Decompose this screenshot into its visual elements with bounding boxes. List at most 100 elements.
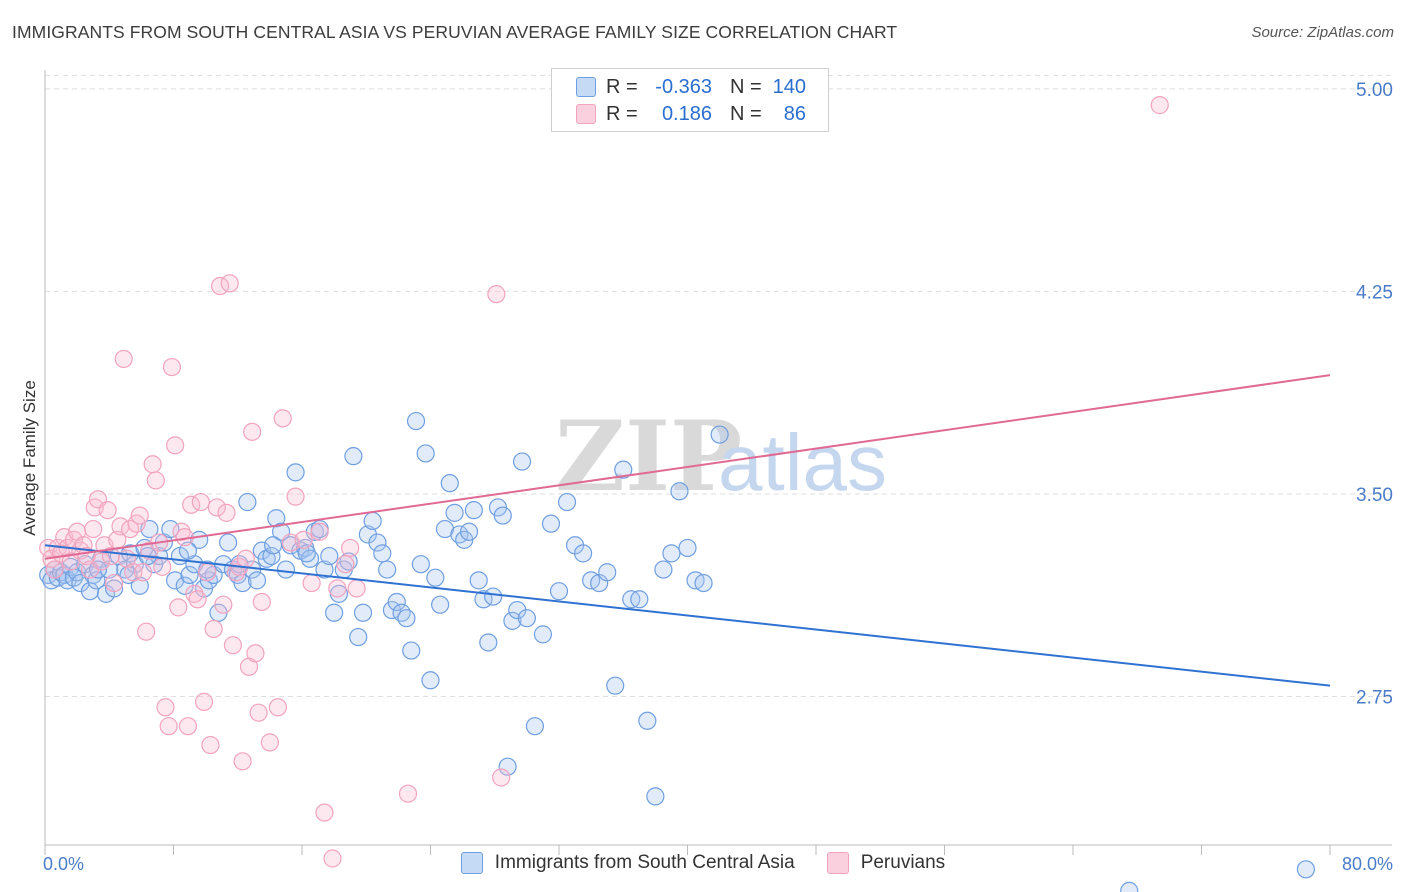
axes: [44, 70, 1392, 855]
data-point-immigrants: [416, 444, 435, 463]
legend-r-label: R =: [606, 75, 638, 98]
series-legend-item: Peruvians: [826, 852, 946, 874]
data-point-peruvians: [341, 538, 360, 558]
data-point-peruvians: [84, 519, 103, 539]
data-point-immigrants: [512, 452, 532, 471]
legend-n-label: N =: [730, 102, 762, 125]
data-point-immigrants: [286, 463, 305, 482]
data-point-immigrants: [344, 447, 363, 466]
data-point-immigrants: [662, 544, 681, 563]
data-point-peruvians: [156, 698, 175, 717]
data-point-immigrants: [484, 587, 503, 606]
data-point-immigrants: [406, 411, 426, 431]
watermark-zip: ZIP: [555, 400, 742, 513]
data-point-immigrants: [363, 511, 382, 531]
data-point-immigrants: [161, 519, 180, 539]
data-point-immigrants: [368, 533, 387, 552]
data-point-peruvians: [178, 717, 198, 736]
data-point-peruvians: [328, 579, 347, 598]
data-point-peruvians: [217, 503, 236, 522]
data-point-peruvians: [233, 752, 252, 771]
data-point-immigrants: [614, 460, 633, 479]
series-legend: Immigrants from South Central Asia Peruv…: [0, 852, 1406, 874]
legend-swatch-blue: [460, 852, 483, 874]
data-point-immigrants: [541, 514, 561, 533]
data-point-immigrants: [503, 611, 522, 630]
data-point-peruvians: [214, 595, 233, 614]
data-point-immigrants: [479, 633, 498, 652]
data-point-peruvians: [159, 717, 178, 736]
data-point-peruvians: [201, 735, 220, 755]
data-point-immigrants: [300, 549, 320, 568]
data-point-peruvians: [286, 487, 305, 506]
data-point-immigrants: [459, 522, 479, 541]
data-point-peruvians: [220, 274, 239, 293]
data-point-immigrants: [339, 552, 358, 571]
data-point-peruvians: [137, 622, 156, 641]
data-point-immigrants: [646, 787, 665, 806]
data-point-immigrants: [178, 541, 198, 560]
trend-lines: [44, 374, 1331, 687]
data-point-peruvians: [114, 349, 133, 369]
data-point-peruvians: [315, 803, 334, 822]
data-point-immigrants: [426, 568, 445, 587]
data-point-immigrants: [670, 482, 689, 501]
data-point-immigrants: [353, 603, 373, 622]
x-tick-label: 80.0%: [1342, 854, 1393, 874]
y-tick-label: 3.50: [1356, 485, 1393, 506]
data-point-peruvians: [98, 501, 117, 520]
data-point-immigrants: [1296, 860, 1316, 879]
data-point-immigrants: [533, 625, 553, 644]
data-point-peruvians: [207, 498, 226, 517]
data-point-peruvians: [243, 422, 262, 441]
data-point-immigrants: [493, 506, 512, 525]
data-point-immigrants: [315, 560, 334, 579]
data-point-immigrants: [263, 536, 283, 555]
legend-n-value: 140: [772, 75, 806, 98]
data-point-immigrants: [598, 563, 617, 582]
data-point-peruvians: [1150, 96, 1169, 115]
data-point-peruvians: [336, 555, 355, 574]
data-point-immigrants: [573, 544, 593, 563]
data-point-peruvians: [104, 573, 124, 593]
data-point-peruvians: [153, 557, 172, 576]
data-point-peruvians: [194, 692, 214, 711]
data-point-immigrants: [238, 492, 257, 512]
data-point-peruvians: [492, 768, 511, 787]
data-point-peruvians: [323, 849, 342, 868]
data-point-peruvians: [198, 563, 217, 582]
data-point-immigrants: [431, 595, 450, 614]
data-point-peruvians: [302, 573, 321, 593]
y-axis-label: Average Family Size: [20, 380, 39, 536]
data-point-immigrants: [469, 571, 488, 590]
data-point-peruvians: [227, 563, 246, 582]
data-point-immigrants: [440, 474, 459, 493]
data-point-immigrants: [557, 492, 577, 512]
data-point-immigrants: [247, 571, 267, 590]
data-point-peruvians: [169, 598, 188, 617]
series-legend-label: Peruvians: [860, 852, 946, 873]
data-point-immigrants: [678, 538, 697, 558]
data-point-immigrants: [325, 603, 344, 622]
data-point-peruvians: [45, 560, 64, 579]
watermark-atlas: atlas: [718, 418, 887, 507]
data-point-immigrants: [402, 641, 421, 660]
data-point-peruvians: [294, 530, 313, 549]
legend-row-immigrants: R = -0.363 N = 140: [576, 74, 806, 100]
data-point-immigrants: [392, 603, 411, 622]
data-point-peruvians: [487, 285, 506, 304]
data-point-immigrants: [219, 533, 238, 552]
data-point-immigrants: [654, 560, 673, 579]
data-point-immigrants: [378, 560, 397, 579]
data-point-immigrants: [267, 509, 286, 528]
trend-line-immigrants: [44, 544, 1331, 687]
data-point-peruvians: [223, 636, 243, 655]
series-peruvians-points: [39, 96, 1169, 868]
data-point-peruvians: [268, 698, 288, 717]
legend-r-value: 0.186: [661, 102, 712, 125]
legend-n-label: N =: [730, 75, 762, 98]
data-point-immigrants: [445, 503, 464, 522]
data-point-peruvians: [143, 455, 162, 474]
data-point-immigrants: [630, 590, 649, 609]
